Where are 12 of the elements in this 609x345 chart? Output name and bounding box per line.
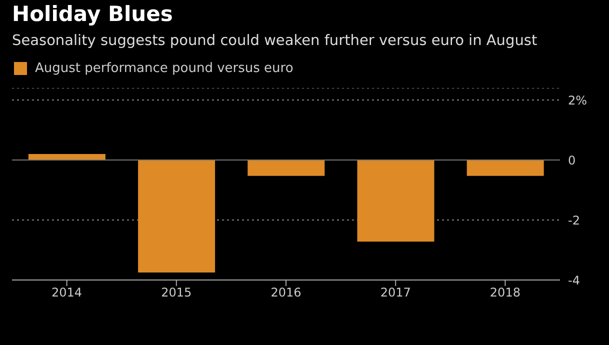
x-tick-label: 2014 — [52, 286, 82, 300]
legend-label: August performance pound versus euro — [34, 61, 294, 76]
y-tick-label: -4 — [568, 273, 580, 288]
y-tick-label: 2% — [568, 93, 588, 108]
x-tick-label: 2018 — [490, 286, 520, 300]
x-tick-label: 2017 — [380, 286, 411, 300]
x-tick-label: 2016 — [270, 286, 302, 300]
x-tick-label: 2015 — [161, 286, 192, 300]
chart-subtitle: Seasonality suggests pound could weaken further versus euro in August — [12, 33, 538, 49]
y-tick-label: -2 — [568, 213, 580, 228]
chart-title: Holiday Blues — [12, 2, 173, 26]
y-tick-label: 0 — [568, 153, 576, 168]
